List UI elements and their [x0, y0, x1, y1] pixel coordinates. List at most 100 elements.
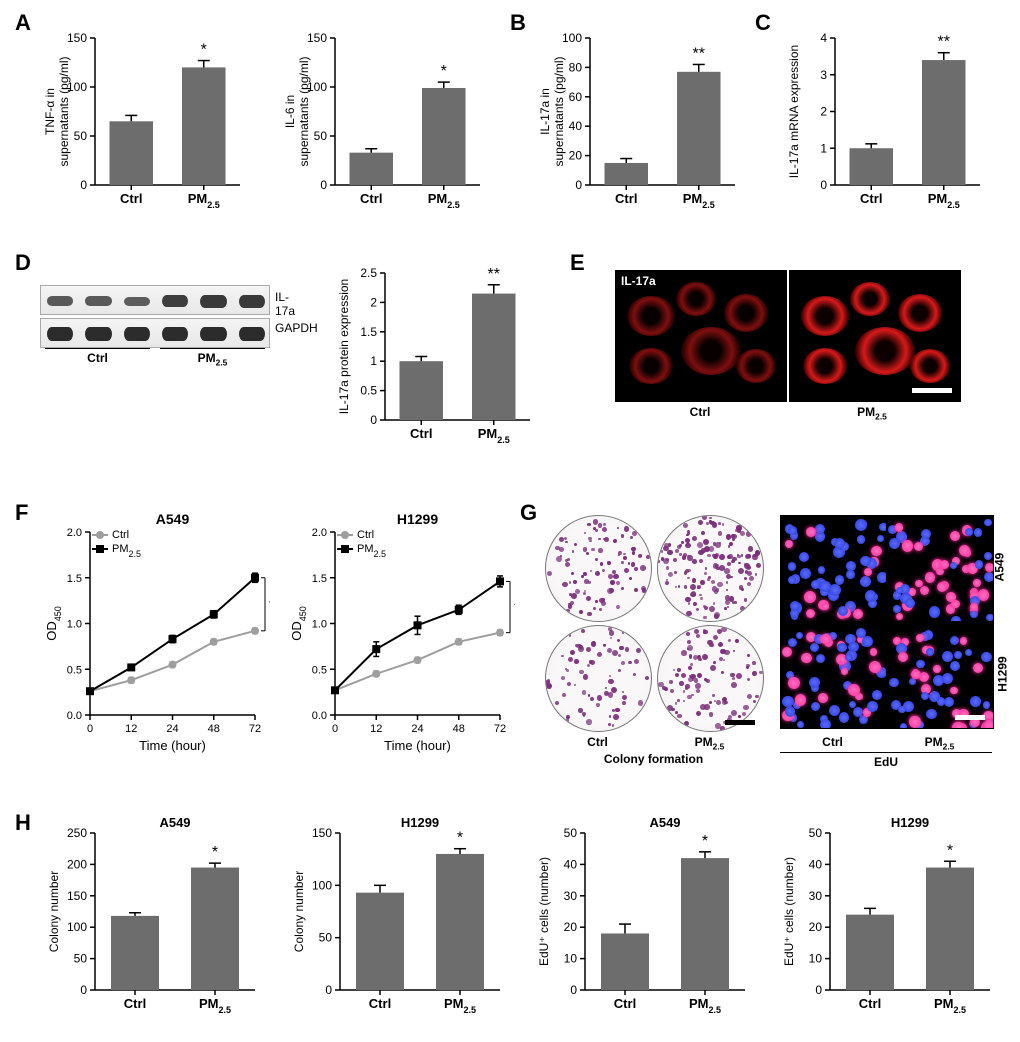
lineplot-h1299: H12990.00.51.01.52.0012244872*CtrlPM2.5O… — [285, 510, 515, 760]
svg-text:Ctrl: Ctrl — [615, 191, 637, 206]
svg-text:150: 150 — [307, 31, 327, 45]
svg-text:0: 0 — [87, 723, 93, 735]
svg-text:A549: A549 — [649, 815, 680, 830]
svg-text:150: 150 — [67, 31, 87, 45]
wb-label-gapdh: GAPDH — [275, 321, 318, 335]
svg-text:1.5: 1.5 — [360, 325, 377, 339]
svg-text:100: 100 — [562, 31, 582, 45]
wb-row-il17a — [40, 285, 270, 315]
svg-text:10: 10 — [564, 952, 578, 966]
svg-text:PM2.5: PM2.5 — [428, 191, 460, 210]
svg-text:250: 250 — [67, 826, 87, 840]
svg-text:0.0: 0.0 — [312, 710, 327, 722]
figure-root: A B C D E F G H 050100150CtrlPM2.5*TNF-α… — [10, 10, 1010, 1032]
svg-text:PM2.5: PM2.5 — [199, 996, 231, 1015]
svg-text:PM2.5: PM2.5 — [444, 996, 476, 1015]
svg-text:**: ** — [488, 266, 500, 283]
svg-text:PM2.5: PM2.5 — [683, 191, 715, 210]
svg-text:10: 10 — [809, 952, 823, 966]
barplot-colony-h1299: H1299050100150CtrlPM2.5*Colony number — [285, 815, 510, 1025]
svg-text:IL-17a protein expression: IL-17a protein expression — [337, 279, 351, 414]
svg-text:*: * — [201, 42, 207, 59]
barplot-colony-a549: A549050100150200250CtrlPM2.5*Colony numb… — [40, 815, 265, 1025]
wb-group-ctrl: Ctrl — [45, 351, 150, 365]
svg-text:*: * — [702, 833, 708, 850]
svg-text:Ctrl: Ctrl — [124, 996, 146, 1011]
svg-text:100: 100 — [312, 878, 332, 892]
svg-text:Time (hour): Time (hour) — [139, 738, 206, 753]
svg-text:0: 0 — [570, 983, 577, 997]
svg-text:*: * — [457, 830, 463, 847]
svg-text:A549: A549 — [159, 815, 190, 830]
svg-text:30: 30 — [564, 889, 578, 903]
scalebar-icon — [955, 715, 985, 720]
fluor-cond-ctrl: Ctrl — [615, 405, 785, 419]
barplot-il17a-protein: 00.511.522.5CtrlPM2.5**IL-17a protein ex… — [330, 255, 540, 455]
svg-text:H1299: H1299 — [397, 511, 438, 527]
fluor-pm — [789, 270, 961, 402]
svg-text:20: 20 — [569, 149, 583, 163]
svg-text:Ctrl: Ctrl — [614, 996, 636, 1011]
svg-text:3: 3 — [820, 68, 827, 82]
panel-label-F: F — [15, 500, 28, 526]
svg-text:50: 50 — [74, 129, 88, 143]
svg-text:0.5: 0.5 — [67, 664, 82, 676]
svg-text:*: * — [514, 599, 515, 615]
svg-text:100: 100 — [67, 920, 87, 934]
svg-text:2.0: 2.0 — [67, 527, 82, 539]
svg-text:24: 24 — [411, 723, 423, 735]
svg-text:150: 150 — [312, 826, 332, 840]
svg-text:supernatants (pg/ml): supernatants (pg/ml) — [297, 56, 311, 166]
svg-text:0: 0 — [80, 178, 87, 192]
svg-text:PM2.5: PM2.5 — [928, 191, 960, 210]
svg-text:72: 72 — [249, 723, 261, 735]
svg-text:48: 48 — [208, 723, 220, 735]
edu-row-h1299: H1299 — [996, 656, 1010, 691]
panel-label-B: B — [510, 10, 526, 36]
scalebar-icon — [912, 388, 952, 393]
svg-text:Time (hour): Time (hour) — [384, 738, 451, 753]
panel-label-H: H — [15, 810, 31, 836]
svg-text:IL-6 in: IL-6 in — [283, 95, 297, 128]
svg-text:PM2.5: PM2.5 — [689, 996, 721, 1015]
svg-text:PM2.5: PM2.5 — [188, 191, 220, 210]
svg-text:*: * — [269, 596, 270, 612]
svg-text:supernatants (pg/ml): supernatants (pg/ml) — [57, 56, 71, 166]
wb-row-gapdh — [40, 318, 270, 348]
colony-title: Colony formation — [545, 752, 762, 766]
svg-text:2.5: 2.5 — [360, 266, 377, 280]
svg-text:50: 50 — [319, 931, 333, 945]
svg-text:**: ** — [938, 34, 950, 51]
svg-text:80: 80 — [569, 60, 583, 74]
barplot-il17a-mrna: 01234CtrlPM2.5**IL-17a mRNA expression — [780, 20, 990, 220]
svg-text:40: 40 — [569, 119, 583, 133]
svg-text:0.0: 0.0 — [67, 710, 82, 722]
svg-text:0: 0 — [320, 178, 327, 192]
svg-text:1.0: 1.0 — [312, 619, 327, 631]
lineplot-a549: A5490.00.51.01.52.0012244872*CtrlPM2.5OD… — [40, 510, 270, 760]
svg-text:24: 24 — [166, 723, 178, 735]
svg-text:4: 4 — [820, 31, 827, 45]
svg-text:50: 50 — [564, 826, 578, 840]
barplot-edu-a549: A54901020304050CtrlPM2.5*EdU⁺ cells (num… — [530, 815, 755, 1025]
edu-cond-pm: PM2.5 — [887, 735, 992, 751]
svg-text:0: 0 — [575, 178, 582, 192]
svg-text:150: 150 — [67, 889, 87, 903]
svg-text:*: * — [947, 842, 953, 859]
panel-label-C: C — [755, 10, 771, 36]
edu-cond-ctrl: Ctrl — [780, 735, 885, 749]
svg-text:Colony number: Colony number — [292, 871, 306, 952]
svg-text:IL-17a mRNA expression: IL-17a mRNA expression — [787, 45, 801, 178]
svg-text:48: 48 — [453, 723, 465, 735]
colony-cond-ctrl: Ctrl — [545, 735, 650, 749]
svg-text:0: 0 — [370, 413, 377, 427]
svg-text:Ctrl: Ctrl — [357, 529, 374, 541]
svg-text:H1299: H1299 — [401, 815, 439, 830]
western-blot: IL-17a GAPDH Ctrl PM2.5 — [40, 285, 270, 351]
svg-text:72: 72 — [494, 723, 506, 735]
wb-label-il17a: IL-17a — [275, 290, 295, 318]
svg-text:0: 0 — [820, 178, 827, 192]
svg-text:A549: A549 — [156, 511, 190, 527]
svg-text:12: 12 — [125, 723, 137, 735]
svg-text:Colony number: Colony number — [47, 871, 61, 952]
